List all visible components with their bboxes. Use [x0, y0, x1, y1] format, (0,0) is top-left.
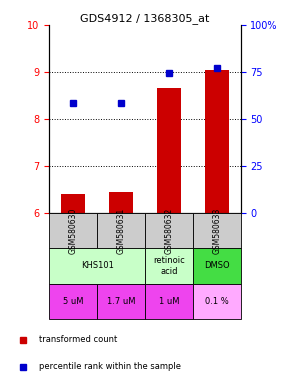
Bar	[109, 192, 133, 213]
Bar	[49, 248, 145, 283]
Bar	[145, 283, 193, 319]
Text: GSM580632: GSM580632	[164, 208, 173, 254]
Bar	[193, 213, 241, 248]
Text: DMSO: DMSO	[204, 262, 230, 270]
Bar	[145, 213, 193, 248]
Text: percentile rank within the sample: percentile rank within the sample	[39, 362, 181, 371]
Title: GDS4912 / 1368305_at: GDS4912 / 1368305_at	[80, 13, 210, 24]
Text: 1 uM: 1 uM	[159, 296, 179, 306]
Text: 0.1 %: 0.1 %	[205, 296, 229, 306]
Bar	[145, 248, 193, 283]
Bar	[193, 283, 241, 319]
Text: GSM580633: GSM580633	[212, 207, 221, 254]
Bar	[97, 213, 145, 248]
Text: agent: agent	[0, 383, 1, 384]
Text: retinoic
acid: retinoic acid	[153, 256, 185, 276]
Text: KHS101: KHS101	[81, 262, 114, 270]
Bar	[205, 70, 229, 213]
Bar	[157, 88, 181, 213]
Bar	[49, 283, 97, 319]
Text: GSM580631: GSM580631	[117, 208, 126, 254]
Bar	[61, 194, 85, 213]
Bar	[193, 248, 241, 283]
Text: GSM580630: GSM580630	[69, 207, 78, 254]
Bar	[97, 283, 145, 319]
Bar	[49, 213, 97, 248]
Text: transformed count: transformed count	[39, 335, 117, 344]
Text: 1.7 uM: 1.7 uM	[107, 296, 135, 306]
Text: 5 uM: 5 uM	[63, 296, 84, 306]
Text: dose: dose	[0, 383, 1, 384]
